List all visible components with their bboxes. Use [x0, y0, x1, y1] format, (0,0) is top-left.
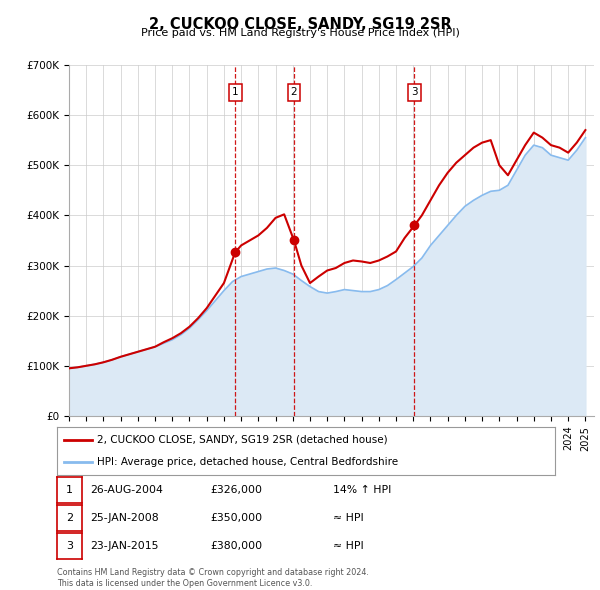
Text: ≈ HPI: ≈ HPI	[333, 513, 364, 523]
Text: 1: 1	[232, 87, 238, 97]
Text: 3: 3	[66, 542, 73, 551]
Text: 1: 1	[66, 485, 73, 494]
Text: 2, CUCKOO CLOSE, SANDY, SG19 2SR: 2, CUCKOO CLOSE, SANDY, SG19 2SR	[149, 17, 451, 31]
Text: £350,000: £350,000	[210, 513, 262, 523]
Text: 2, CUCKOO CLOSE, SANDY, SG19 2SR (detached house): 2, CUCKOO CLOSE, SANDY, SG19 2SR (detach…	[97, 435, 388, 445]
Text: 14% ↑ HPI: 14% ↑ HPI	[333, 485, 391, 494]
Text: 3: 3	[411, 87, 418, 97]
Text: Contains HM Land Registry data © Crown copyright and database right 2024.
This d: Contains HM Land Registry data © Crown c…	[57, 568, 369, 588]
Text: 2: 2	[66, 513, 73, 523]
Text: Price paid vs. HM Land Registry's House Price Index (HPI): Price paid vs. HM Land Registry's House …	[140, 28, 460, 38]
Text: 23-JAN-2015: 23-JAN-2015	[90, 542, 158, 551]
Text: HPI: Average price, detached house, Central Bedfordshire: HPI: Average price, detached house, Cent…	[97, 457, 398, 467]
Text: £380,000: £380,000	[210, 542, 262, 551]
Text: £326,000: £326,000	[210, 485, 262, 494]
Text: 26-AUG-2004: 26-AUG-2004	[90, 485, 163, 494]
Text: ≈ HPI: ≈ HPI	[333, 542, 364, 551]
Text: 2: 2	[290, 87, 297, 97]
Text: 25-JAN-2008: 25-JAN-2008	[90, 513, 158, 523]
